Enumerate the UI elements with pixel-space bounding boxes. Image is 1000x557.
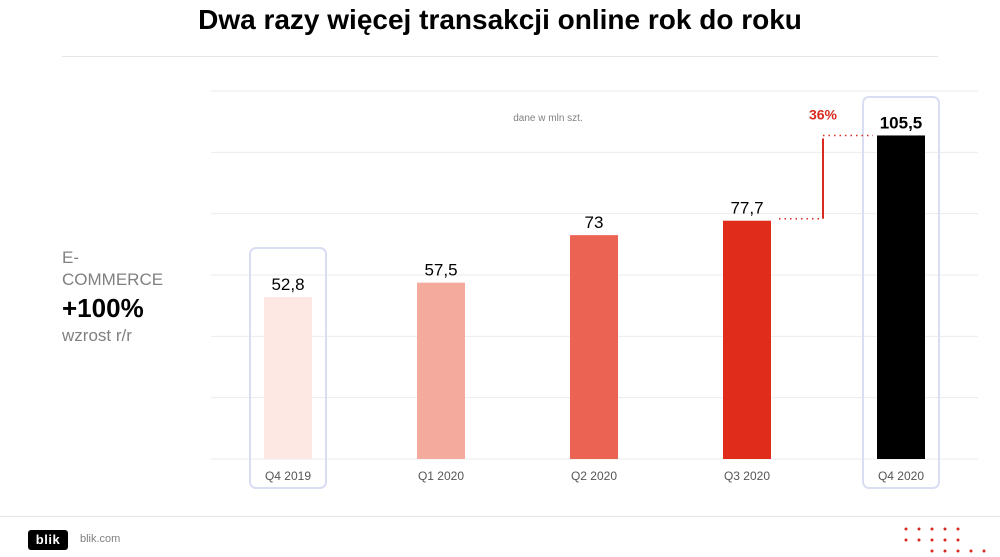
decorative-dot (904, 538, 908, 542)
x-tick-label: Q4 2020 (878, 469, 924, 483)
decorative-dot (956, 527, 960, 531)
data-label: 105,5 (880, 113, 923, 132)
title-divider (62, 56, 938, 57)
decorative-dot (956, 538, 960, 542)
decorative-dot (943, 538, 947, 542)
decorative-dots-icon (904, 527, 986, 553)
decorative-dot (943, 549, 947, 553)
decorative-dot (904, 527, 908, 531)
kpi-caption: wzrost r/r (62, 326, 132, 345)
blik-logo: blik (28, 530, 68, 550)
data-label: 52,8 (271, 275, 304, 294)
bar (570, 235, 618, 459)
data-label: 77,7 (730, 199, 763, 218)
data-label: 57,5 (424, 261, 457, 280)
decorative-dot (917, 527, 921, 531)
highlight-frame (249, 247, 327, 489)
footer-url: blik.com (80, 533, 121, 545)
x-tick-label: Q3 2020 (724, 469, 770, 483)
bar-chart: 52,8 Q4 2019 57,5 Q1 2020 73 Q2 2020 77,7 Q3 20… (211, 90, 978, 489)
kpi-value: +100% (62, 293, 144, 323)
bar (877, 135, 925, 459)
kpi-panel: E- COMMERCE +100% wzrost r/r (62, 247, 192, 346)
unit-note: dane w mln szt. (513, 113, 582, 124)
footer-divider (0, 516, 1000, 517)
decorative-dot (930, 527, 934, 531)
decorative-dot (930, 549, 934, 553)
decorative-dot (982, 549, 986, 553)
x-tick-label: Q4 2019 (265, 469, 311, 483)
growth-label: 36% (809, 106, 838, 122)
x-tick-label: Q1 2020 (418, 469, 464, 483)
bar (723, 220, 771, 459)
x-tick-label: Q2 2020 (571, 469, 617, 483)
kpi-label: E- COMMERCE (62, 248, 164, 289)
decorative-dot (917, 538, 921, 542)
highlight-frame (862, 96, 940, 489)
decorative-dot (956, 549, 960, 553)
page-title: Dwa razy więcej transakcji online rok do… (198, 4, 802, 35)
bar (264, 297, 312, 459)
data-label: 73 (585, 213, 604, 232)
decorative-dot (969, 549, 973, 553)
bar (417, 282, 465, 459)
decorative-dot (943, 527, 947, 531)
decorative-dot (930, 538, 934, 542)
